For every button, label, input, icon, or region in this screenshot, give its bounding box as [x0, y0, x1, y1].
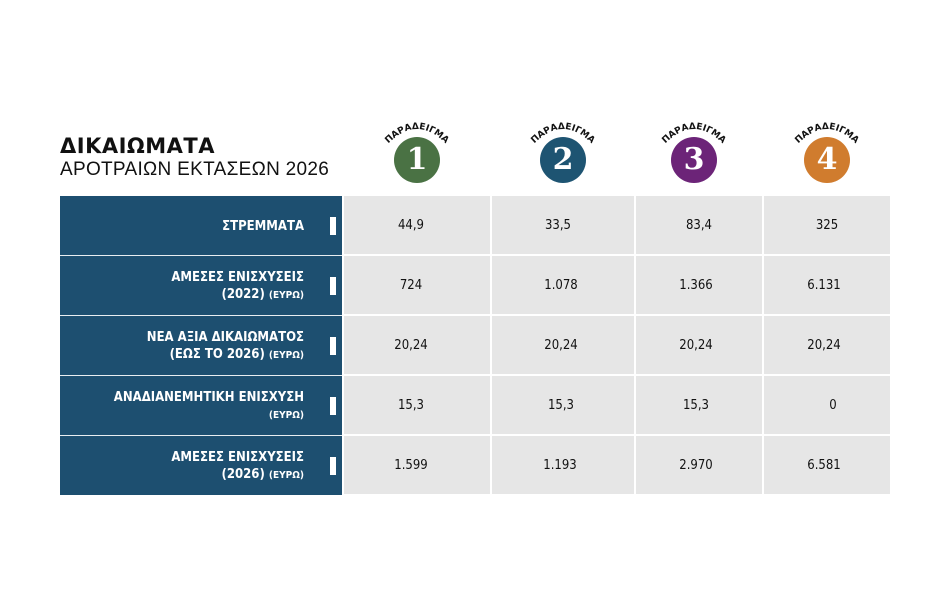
table-cell: 15,3 [636, 376, 762, 434]
row-label-line-2: (2026) (ΕΥΡΩ) [222, 466, 304, 484]
row-separator [60, 435, 342, 436]
cell-value: 15,3 [547, 397, 575, 413]
row-label-qualifier: (2022) [221, 286, 265, 302]
cell-value: 1.193 [543, 457, 577, 473]
row-separator [60, 315, 342, 316]
table-cell: 33,5 [492, 196, 634, 254]
row-label-unit: (ΕΥΡΩ) [268, 469, 304, 481]
cell-value: 44,9 [397, 217, 425, 233]
table-cell: 0 [764, 376, 890, 434]
row-label-line-2: (ΕΥΡΩ) [269, 406, 304, 424]
row-label-5: ΑΜΕΣΕΣ ΕΝΙΣΧΥΣΕΙΣ (2026) (ΕΥΡΩ) [60, 436, 342, 496]
row-label-line-2: (2022) (ΕΥΡΩ) [222, 286, 304, 304]
table-cell: 6.131 [764, 256, 890, 314]
cell-value: 325 [815, 217, 839, 233]
table-cell: 20,24 [492, 316, 634, 374]
cell-value: 0 [829, 397, 837, 413]
cell-value: 20,24 [544, 337, 578, 353]
cell-value: 20,24 [807, 337, 841, 353]
table-cell: 20,24 [344, 316, 490, 374]
row-label-1: ΣΤΡΕΜΜΑΤΑ [60, 196, 342, 256]
row-marker [330, 277, 336, 295]
row-label-3: ΝΕΑ ΑΞΙΑ ΔΙΚΑΙΩΜΑΤΟΣ (ΕΩΣ ΤΟ 2026) (ΕΥΡΩ) [60, 316, 342, 376]
example-header-2: ΠΑΡΑΔΕΙΓΜΑ 2 [518, 112, 608, 192]
cell-value: 15,3 [397, 397, 425, 413]
example-header-3: ΠΑΡΑΔΕΙΓΜΑ 3 [649, 112, 739, 192]
table-cell: 1.366 [636, 256, 762, 314]
table-cell: 1.078 [492, 256, 634, 314]
row-marker [330, 457, 336, 475]
row-label-line-1: ΝΕΑ ΑΞΙΑ ΔΙΚΑΙΩΜΑΤΟΣ [146, 329, 304, 345]
row-label-unit: (ΕΥΡΩ) [268, 289, 304, 301]
row-marker [330, 397, 336, 415]
table-cell: 83,4 [636, 196, 762, 254]
example-number-badge: 1 [394, 137, 440, 183]
cell-value: 724 [399, 277, 423, 293]
table-cell: 325 [764, 196, 890, 254]
row-label-unit: (ΕΥΡΩ) [268, 409, 304, 421]
cell-value: 1.366 [679, 277, 713, 293]
table-cell: 724 [344, 256, 490, 314]
example-label: ΠΑΡΑΔΕΙΓΜΑ [661, 122, 728, 146]
cell-value: 83,4 [685, 217, 713, 233]
row-label-column [60, 196, 342, 495]
cell-value: 20,24 [679, 337, 713, 353]
cell-value: 33,5 [544, 217, 572, 233]
table-cell: 1.193 [492, 436, 634, 494]
row-label-2: ΑΜΕΣΕΣ ΕΝΙΣΧΥΣΕΙΣ (2022) (ΕΥΡΩ) [60, 256, 342, 316]
cell-value: 2.970 [679, 457, 713, 473]
table-cell: 15,3 [492, 376, 634, 434]
row-label-line-1: ΣΤΡΕΜΜΑΤΑ [222, 218, 304, 234]
row-marker [330, 337, 336, 355]
example-label: ΠΑΡΑΔΕΙΓΜΑ [794, 122, 861, 146]
row-separator [60, 375, 342, 376]
table-cell: 2.970 [636, 436, 762, 494]
example-number-badge: 2 [540, 137, 586, 183]
table-title: ΔΙΚΑΙΩΜΑΤΑ [60, 134, 215, 158]
table-title-block: ΔΙΚΑΙΩΜΑΤΑ ΑΡΟΤΡΑΙΩΝ ΕΚΤΑΣΕΩΝ 2026 [60, 134, 329, 182]
row-label-line-1: ΑΜΕΣΕΣ ΕΝΙΣΧΥΣΕΙΣ [171, 449, 304, 465]
cell-value: 6.581 [807, 457, 841, 473]
example-number-badge: 3 [671, 137, 717, 183]
table-subtitle: ΑΡΟΤΡΑΙΩΝ ΕΚΤΑΣΕΩΝ 2026 [60, 159, 330, 180]
cell-value: 15,3 [682, 397, 710, 413]
cell-value: 6.131 [807, 277, 841, 293]
row-label-line-2: (ΕΩΣ ΤΟ 2026) (ΕΥΡΩ) [170, 346, 304, 364]
table-cell: 6.581 [764, 436, 890, 494]
example-header-1: ΠΑΡΑΔΕΙΓΜΑ 1 [372, 112, 462, 192]
row-separator [60, 255, 342, 256]
example-number-badge: 4 [804, 137, 850, 183]
example-label: ΠΑΡΑΔΕΙΓΜΑ [384, 122, 451, 146]
table-cell: 15,3 [344, 376, 490, 434]
example-header-4: ΠΑΡΑΔΕΙΓΜΑ 4 [782, 112, 872, 192]
row-label-qualifier: (2026) [221, 466, 265, 482]
cell-value: 1.078 [544, 277, 578, 293]
cell-value: 1.599 [394, 457, 428, 473]
row-label-line-1: ΑΜΕΣΕΣ ΕΝΙΣΧΥΣΕΙΣ [171, 269, 304, 285]
row-label-qualifier: (ΕΩΣ ΤΟ 2026) [169, 346, 265, 362]
example-label: ΠΑΡΑΔΕΙΓΜΑ [530, 122, 597, 146]
table-cell: 20,24 [764, 316, 890, 374]
row-label-4: ΑΝΑΔΙΑΝΕΜΗΤΙΚΗ ΕΝΙΣΧΥΣΗ (ΕΥΡΩ) [60, 376, 342, 436]
cell-value: 20,24 [394, 337, 428, 353]
row-label-unit: (ΕΥΡΩ) [268, 349, 304, 361]
table-cell: 20,24 [636, 316, 762, 374]
row-label-line-1: ΑΝΑΔΙΑΝΕΜΗΤΙΚΗ ΕΝΙΣΧΥΣΗ [113, 389, 304, 405]
table-cell: 1.599 [344, 436, 490, 494]
table-cell: 44,9 [344, 196, 490, 254]
row-marker [330, 217, 336, 235]
